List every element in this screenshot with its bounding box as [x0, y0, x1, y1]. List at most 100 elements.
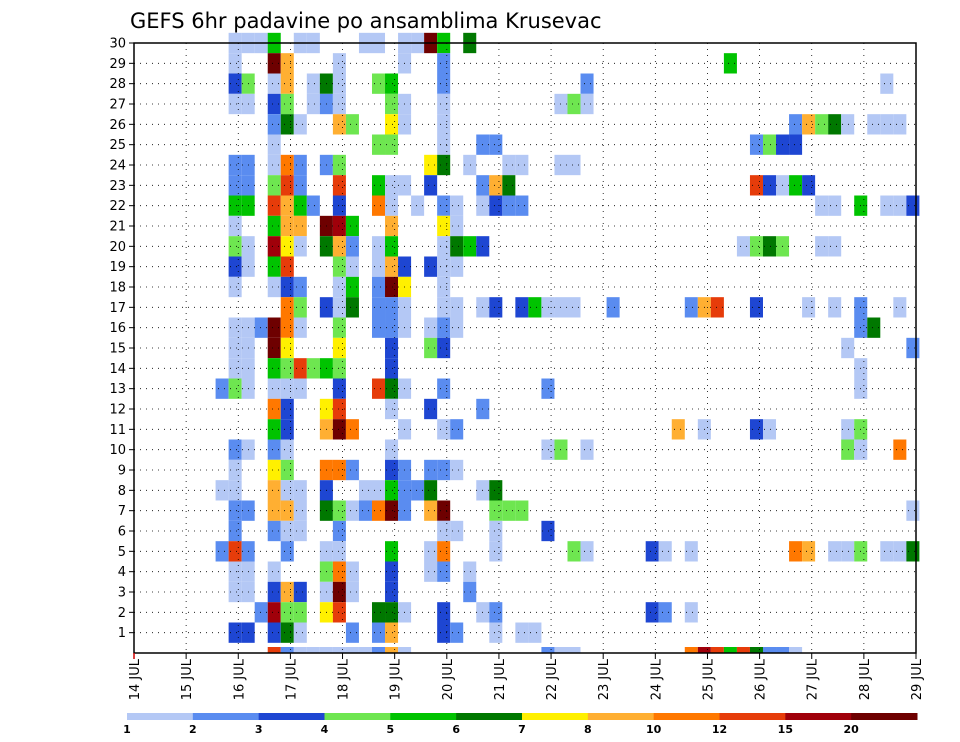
heatmap-cell	[893, 439, 907, 460]
heatmap-cell	[332, 297, 346, 318]
heatmap-cell	[371, 602, 386, 623]
heatmap-cell	[502, 500, 516, 521]
heatmap-cell	[411, 195, 425, 216]
heatmap-cell	[306, 358, 320, 379]
heatmap-cell	[371, 297, 386, 318]
heatmap-cell	[254, 317, 268, 338]
heatmap-cell	[267, 398, 281, 420]
heatmap-cell	[280, 541, 294, 562]
heatmap-cell	[867, 317, 881, 338]
heatmap-cell	[332, 175, 346, 196]
heatmap-cell	[267, 337, 281, 359]
y-tick-label: 10	[109, 443, 126, 458]
heatmap-cell	[841, 337, 855, 359]
heatmap-cell	[345, 419, 359, 440]
heatmap-cell	[267, 114, 281, 135]
heatmap-cell	[385, 581, 399, 603]
heatmap-cell	[228, 541, 242, 562]
heatmap-cell	[489, 175, 503, 196]
heatmap-cell	[515, 297, 529, 318]
heatmap-cell	[332, 53, 346, 74]
heatmap-cell	[345, 236, 359, 257]
heatmap-cell	[280, 602, 294, 623]
heatmap-cell	[385, 541, 399, 562]
heatmap-cell	[332, 398, 346, 420]
heatmap-cell	[280, 215, 294, 237]
x-tick-label: 25 JUL	[702, 658, 717, 700]
heatmap-cell	[398, 647, 412, 653]
heatmap-cell	[280, 419, 294, 440]
heatmap-cell	[267, 276, 281, 298]
heatmap-cell	[371, 256, 386, 277]
heatmap-cell	[463, 236, 477, 257]
heatmap-cell	[228, 175, 242, 196]
legend-swatch	[851, 713, 918, 720]
heatmap-cell	[280, 500, 294, 521]
heatmap-cell	[228, 73, 242, 94]
heatmap-cell	[267, 581, 281, 603]
heatmap-cell	[437, 256, 451, 277]
y-tick-label: 6	[118, 525, 126, 540]
heatmap-cell	[332, 236, 346, 257]
chart-title: GEFS 6hr padavine po ansamblima Krusevac	[130, 9, 602, 33]
heatmap-cell	[789, 114, 803, 135]
legend-threshold-label: 20	[844, 723, 860, 736]
heatmap-cell	[828, 114, 842, 135]
heatmap-cell	[280, 93, 294, 115]
heatmap-cell	[385, 378, 399, 399]
heatmap-cell	[280, 175, 294, 196]
heatmap-cell	[228, 215, 242, 237]
legend-swatch	[456, 713, 523, 720]
heatmap-cell	[267, 154, 281, 176]
heatmap-cell	[411, 480, 425, 501]
heatmap-cell	[371, 378, 386, 399]
heatmap-cell	[228, 439, 242, 460]
heatmap-cell	[280, 581, 294, 603]
heatmap-cell	[723, 647, 737, 653]
heatmap-cell	[371, 175, 386, 196]
heatmap-cell	[749, 175, 763, 196]
heatmap-cell	[293, 480, 307, 501]
heatmap-cell	[293, 215, 307, 237]
y-tick-label: 17	[109, 301, 126, 316]
legend-threshold-label: 15	[778, 723, 793, 736]
heatmap-cell	[515, 500, 529, 521]
heatmap-cell	[293, 358, 307, 379]
y-tick-label: 22	[109, 199, 126, 214]
heatmap-cell	[267, 93, 281, 115]
heatmap-cell	[267, 215, 281, 237]
heatmap-cell	[280, 480, 294, 501]
heatmap-cell	[332, 93, 346, 115]
y-tick-label: 3	[118, 586, 126, 601]
heatmap-cell	[228, 195, 242, 216]
heatmap-cell	[463, 561, 477, 582]
y-tick-label: 12	[109, 403, 126, 418]
x-tick-label: 29 JUL	[910, 658, 925, 700]
heatmap-cell	[332, 73, 346, 94]
y-tick-label: 27	[109, 98, 126, 113]
heatmap-cell	[280, 317, 294, 338]
y-tick-label: 2	[118, 606, 126, 621]
heatmap-cell	[267, 622, 281, 643]
legend-threshold-label: 4	[321, 723, 329, 736]
y-tick-label: 4	[118, 565, 126, 580]
heatmap-cell	[528, 622, 542, 643]
x-tick-label: 14 JUL	[128, 658, 143, 700]
heatmap-cell	[437, 378, 451, 399]
heatmap-cell	[893, 195, 907, 216]
heatmap-cell	[267, 459, 281, 481]
heatmap-cell	[749, 134, 763, 155]
y-tick-label: 7	[118, 504, 126, 519]
y-axis-ticks: 1234567891011121314151617181920212223242…	[109, 37, 134, 641]
heatmap-cell	[424, 337, 438, 359]
heatmap-cell	[749, 647, 763, 653]
heatmap-cell	[306, 93, 320, 115]
y-tick-label: 11	[109, 423, 126, 438]
heatmap-cell	[371, 195, 386, 216]
heatmap-cell	[541, 439, 555, 460]
heatmap-cell	[358, 480, 372, 501]
legend-swatch	[522, 713, 589, 720]
legend-swatch	[258, 713, 325, 720]
heatmap-cell	[541, 297, 555, 318]
